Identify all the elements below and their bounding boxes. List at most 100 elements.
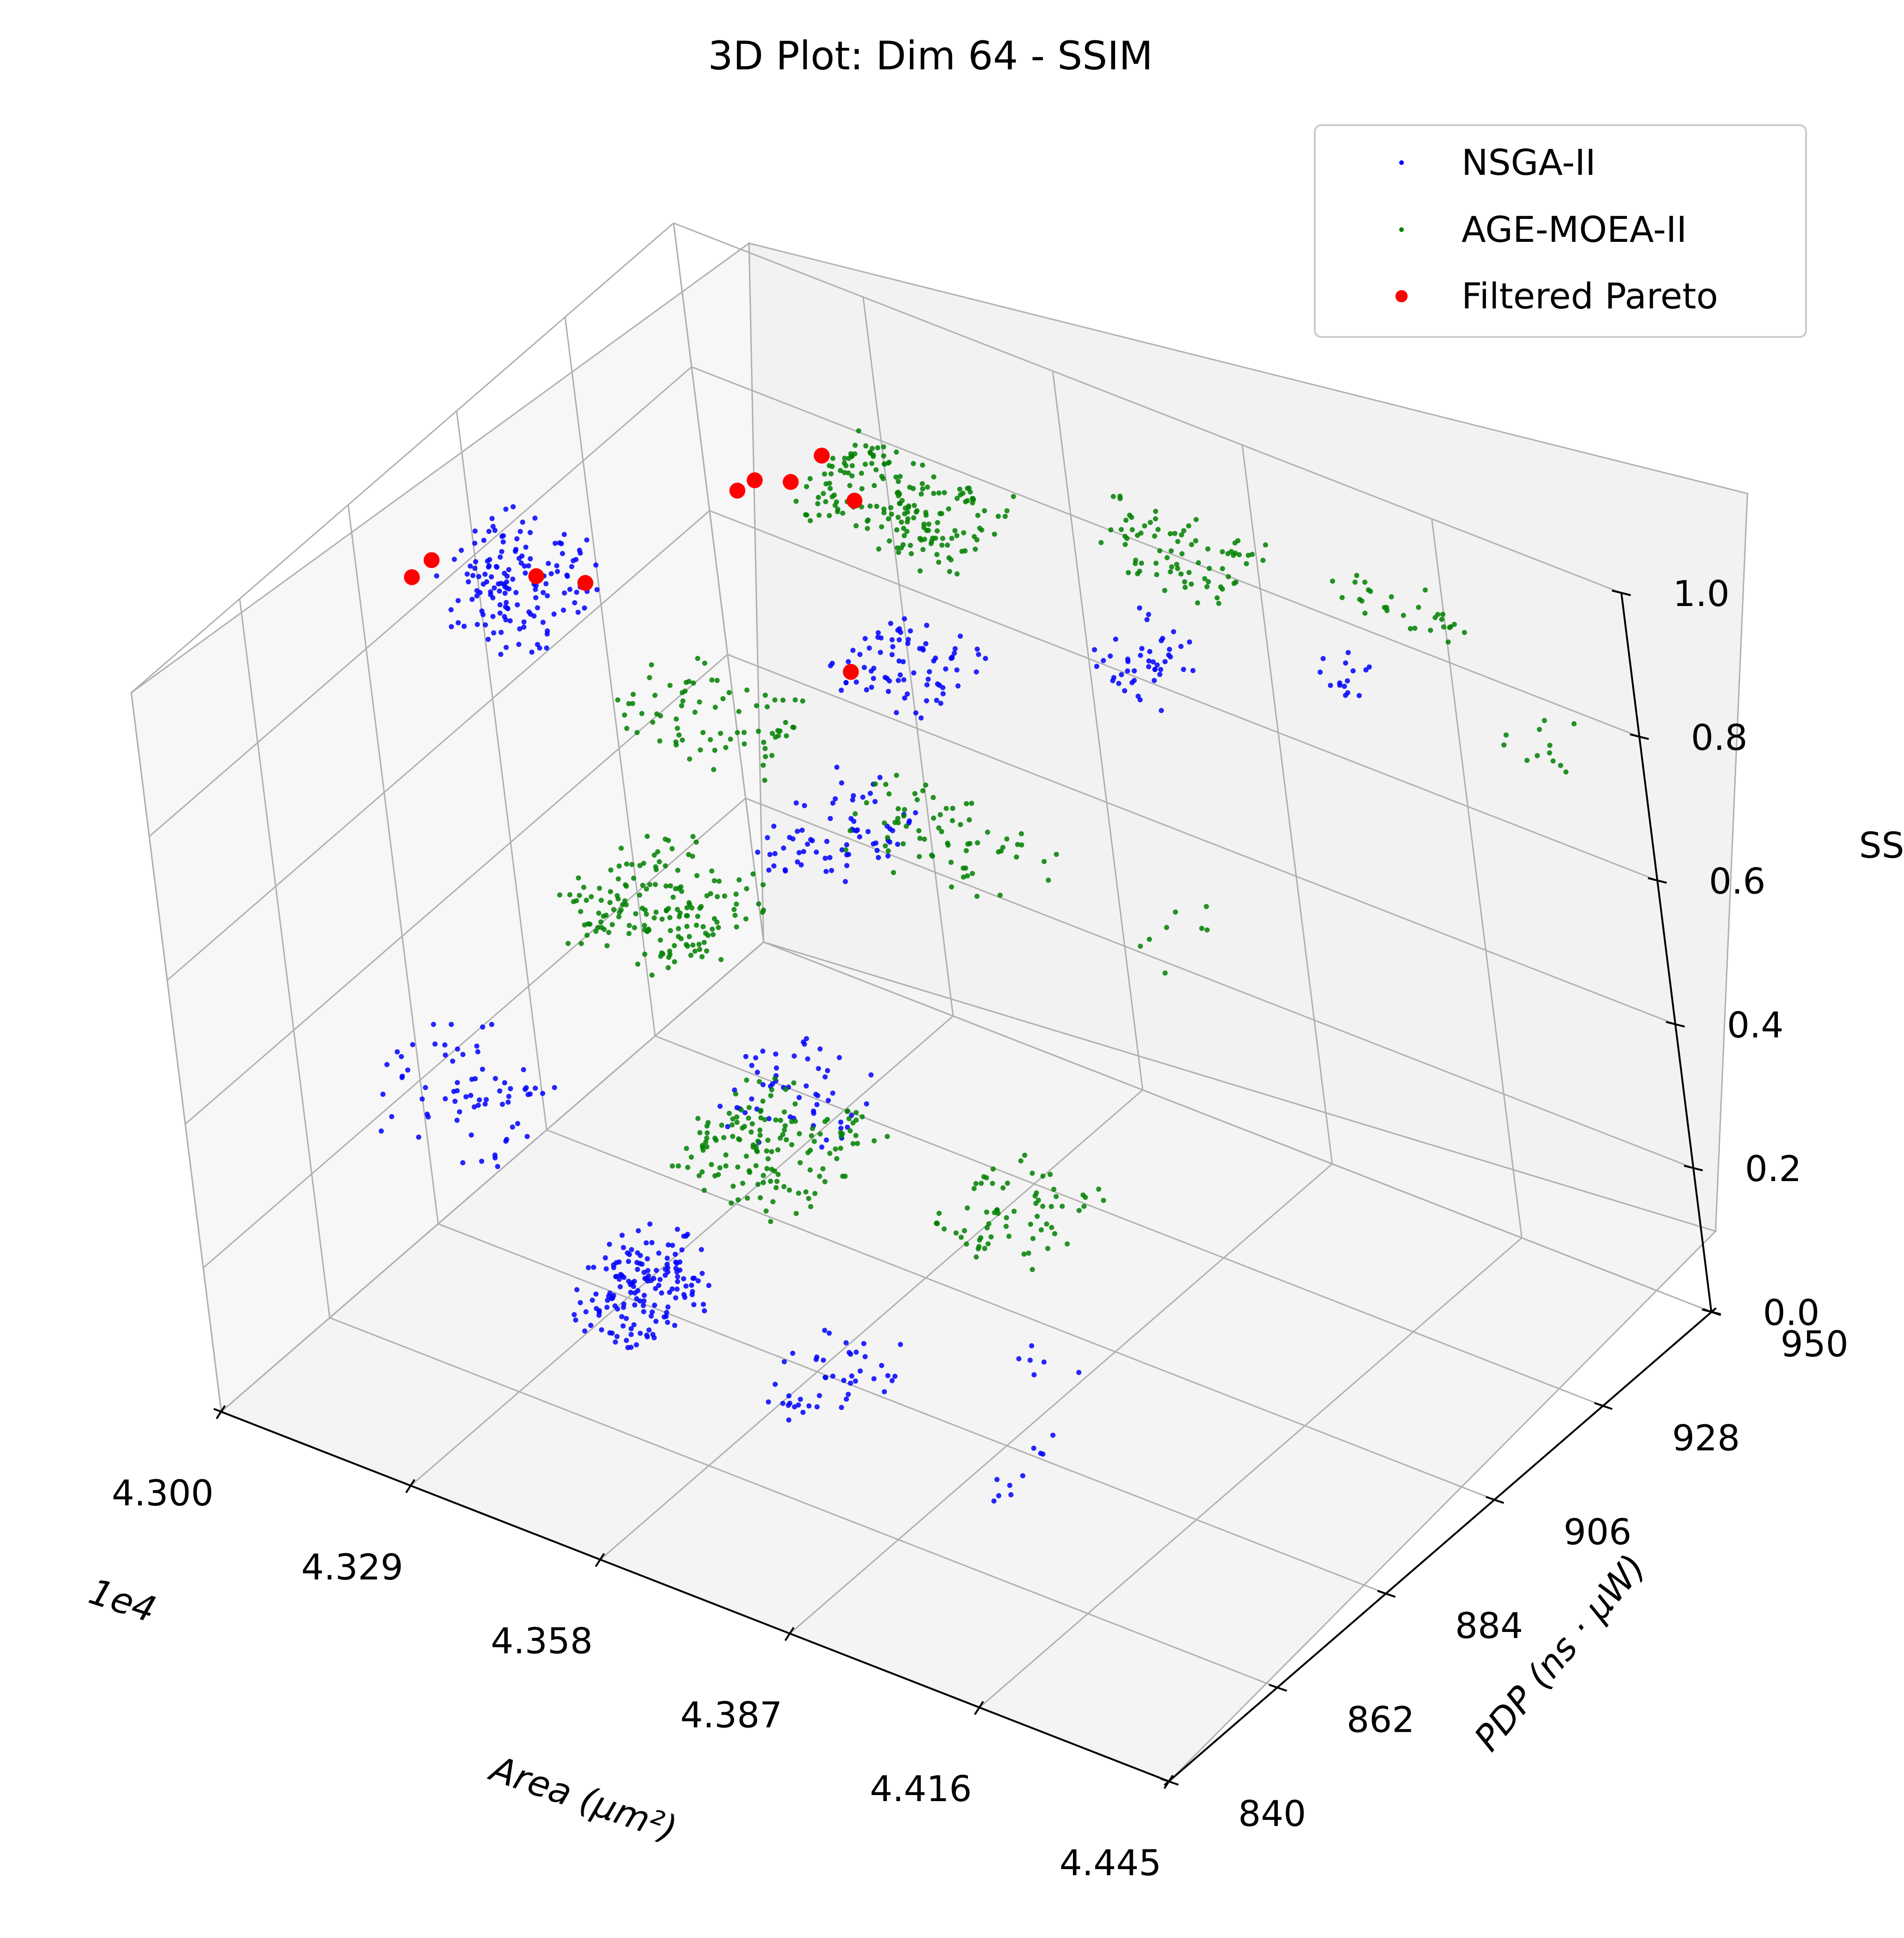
data-point-age-moea-ii xyxy=(1230,553,1236,558)
data-point-age-moea-ii xyxy=(784,733,789,739)
data-point-age-moea-ii xyxy=(641,861,646,866)
data-point-age-moea-ii xyxy=(649,973,655,978)
data-point-age-moea-ii xyxy=(743,916,749,922)
data-point-nsga-ii xyxy=(498,629,504,635)
data-point-nsga-ii xyxy=(652,1302,657,1308)
data-point-age-moea-ii xyxy=(1135,532,1140,538)
data-point-age-moea-ii xyxy=(1064,1241,1070,1247)
data-point-age-moea-ii xyxy=(627,923,632,928)
z-tick-mark xyxy=(1665,1021,1685,1028)
data-point-age-moea-ii xyxy=(871,1138,877,1144)
data-point-nsga-ii xyxy=(885,1373,891,1378)
legend-label-age-moea-ii: AGE-MOEA-II xyxy=(1462,209,1687,250)
data-point-age-moea-ii xyxy=(684,913,690,919)
data-point-age-moea-ii xyxy=(1175,539,1181,544)
y-tick-mark xyxy=(1594,1402,1613,1410)
data-point-age-moea-ii xyxy=(886,459,892,465)
data-point-age-moea-ii xyxy=(923,509,929,515)
data-point-age-moea-ii xyxy=(901,813,907,819)
data-point-age-moea-ii xyxy=(730,1183,736,1189)
data-point-age-moea-ii xyxy=(761,1180,766,1185)
data-point-nsga-ii xyxy=(476,574,481,579)
data-point-nsga-ii xyxy=(1137,605,1142,611)
data-point-age-moea-ii xyxy=(885,516,891,522)
data-point-nsga-ii xyxy=(898,1342,903,1347)
data-point-age-moea-ii xyxy=(936,560,942,565)
data-point-age-moea-ii xyxy=(885,835,890,840)
data-point-age-moea-ii xyxy=(652,693,658,698)
data-point-age-moea-ii xyxy=(755,1182,761,1187)
data-point-nsga-ii xyxy=(489,516,495,521)
data-point-age-moea-ii xyxy=(895,806,901,811)
data-point-nsga-ii xyxy=(554,563,560,569)
data-point-age-moea-ii xyxy=(1199,926,1205,931)
data-point-nsga-ii xyxy=(804,1036,809,1041)
data-point-age-moea-ii xyxy=(1244,561,1249,567)
data-point-nsga-ii xyxy=(461,623,467,629)
data-point-age-moea-ii xyxy=(1362,579,1368,585)
data-point-nsga-ii xyxy=(974,669,979,675)
y-tick-mark xyxy=(1160,1778,1179,1786)
data-point-nsga-ii xyxy=(853,1378,858,1384)
data-point-nsga-ii xyxy=(834,764,840,770)
grid-line-ssim xyxy=(149,366,692,837)
data-point-age-moea-ii xyxy=(1452,621,1457,627)
y-tick-mark xyxy=(1377,1590,1396,1598)
data-point-age-moea-ii xyxy=(768,1219,773,1224)
data-point-nsga-ii xyxy=(824,1137,829,1143)
data-point-nsga-ii xyxy=(577,550,583,556)
data-point-nsga-ii xyxy=(634,1342,639,1347)
data-point-nsga-ii xyxy=(637,1331,643,1336)
data-point-nsga-ii xyxy=(503,507,509,512)
data-point-age-moea-ii xyxy=(721,1135,727,1140)
data-point-age-moea-ii xyxy=(961,530,967,536)
data-point-nsga-ii xyxy=(567,587,573,592)
data-point-age-moea-ii xyxy=(862,462,868,467)
data-point-nsga-ii xyxy=(613,1274,619,1280)
data-point-age-moea-ii xyxy=(658,953,663,959)
data-point-nsga-ii xyxy=(689,1282,694,1288)
data-point-nsga-ii xyxy=(1366,664,1372,670)
data-point-nsga-ii xyxy=(1159,638,1164,644)
data-point-nsga-ii xyxy=(1171,629,1177,635)
data-point-nsga-ii xyxy=(503,1138,509,1144)
data-point-nsga-ii xyxy=(613,1339,618,1345)
data-point-age-moea-ii xyxy=(945,542,950,548)
data-point-nsga-ii xyxy=(656,1283,661,1288)
data-point-nsga-ii xyxy=(889,652,895,658)
data-point-age-moea-ii xyxy=(1125,570,1131,576)
z-tick-mark xyxy=(1612,590,1631,596)
data-point-age-moea-ii xyxy=(700,730,706,735)
data-point-age-moea-ii xyxy=(847,828,853,833)
data-point-age-moea-ii xyxy=(680,737,685,743)
data-point-nsga-ii xyxy=(675,1227,680,1232)
data-point-nsga-ii xyxy=(583,1309,589,1315)
data-point-nsga-ii xyxy=(1050,1432,1056,1438)
data-point-age-moea-ii xyxy=(846,1116,852,1122)
data-point-age-moea-ii xyxy=(1076,1208,1082,1213)
data-point-age-moea-ii xyxy=(704,1135,710,1141)
data-point-nsga-ii xyxy=(826,1331,832,1336)
data-point-age-moea-ii xyxy=(1362,610,1368,616)
data-point-age-moea-ii xyxy=(735,730,740,735)
data-point-age-moea-ii xyxy=(883,782,889,787)
data-point-age-moea-ii xyxy=(712,878,717,883)
data-point-nsga-ii xyxy=(551,611,557,617)
data-point-nsga-ii xyxy=(1363,667,1369,673)
data-point-age-moea-ii xyxy=(803,1189,809,1195)
data-point-nsga-ii xyxy=(781,1359,787,1364)
data-point-age-moea-ii xyxy=(770,731,775,736)
data-point-nsga-ii xyxy=(1020,1473,1026,1479)
data-point-age-moea-ii xyxy=(710,926,715,932)
data-point-age-moea-ii xyxy=(888,505,893,510)
data-point-nsga-ii xyxy=(1157,672,1162,677)
data-point-age-moea-ii xyxy=(842,470,847,475)
data-point-age-moea-ii xyxy=(712,1136,718,1141)
data-point-nsga-ii xyxy=(625,1250,630,1256)
data-point-age-moea-ii xyxy=(1030,1236,1036,1242)
data-point-nsga-ii xyxy=(805,841,810,847)
data-point-nsga-ii xyxy=(1031,1372,1037,1377)
data-point-nsga-ii xyxy=(634,1296,639,1302)
data-point-age-moea-ii xyxy=(940,536,945,541)
data-point-age-moea-ii xyxy=(587,921,592,927)
